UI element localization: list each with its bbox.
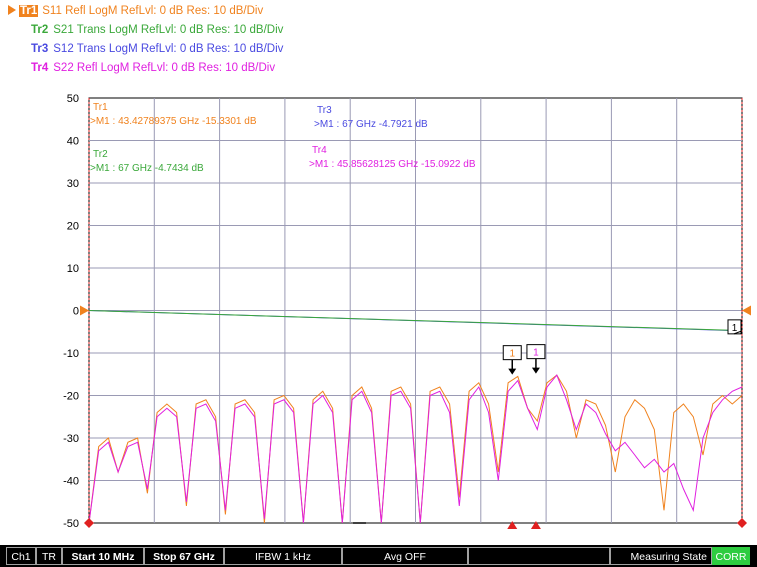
measuring-state: Measuring State [610,547,712,565]
status-bar: Ch1 TR Start 10 MHz Stop 67 GHz IFBW 1 k… [0,545,757,567]
marker-arrow-icon [531,367,540,374]
trace-line-tr4 [88,374,743,524]
start-marker-icon [84,518,94,528]
trace-id: Tr4 [31,62,49,74]
averaging-setting[interactable]: Avg OFF [342,547,468,565]
y-tick-label: 50 [67,93,79,105]
stop-frequency[interactable]: Stop 67 GHz [144,547,224,565]
marker-readout-value: >M1 : 45.85628125 GHz -15.0922 dB [309,159,476,170]
marker-flag-label: 1 [533,348,539,359]
trace-legend: Tr1 S11 Refl LogM RefLvl: 0 dB Res: 10 dB… [0,0,757,88]
trace-description: S11 Refl LogM RefLvl: 0 dB Res: 10 dB/Di… [42,5,264,17]
trace-description: S12 Trans LogM RefLvl: 0 dB Res: 10 dB/D… [53,43,284,55]
trace-legend-item-tr2[interactable]: Tr2 S21 Trans LogM RefLvl: 0 dB Res: 10 d… [8,22,283,39]
reference-level-right-icon [742,305,751,316]
status-blank-field [468,547,610,565]
marker-arrow-icon [508,368,517,375]
marker-position-icon [530,521,541,529]
channel-indicator[interactable]: Ch1 [6,547,36,565]
chart[interactable]: 50 40 30 20 10 0 -10 -20 -30 -40 -50 1 1 1 Tr1 >M1 : 43… [0,0,757,545]
marker-flag-leader [733,330,743,335]
marker-flag-label: 1 [509,349,515,360]
trace-id: Tr1 [19,5,39,17]
trace-legend-item-tr1[interactable]: Tr1 S11 Refl LogM RefLvl: 0 dB Res: 10 dB… [8,3,263,20]
marker-readout-value: >M1 : 67 GHz -4.7434 dB [90,163,204,174]
trace-legend-item-tr3[interactable]: Tr3 S12 Trans LogM RefLvl: 0 dB Res: 10 d… [8,41,283,58]
trace-line-tr2 [88,310,743,332]
y-tick-label: 40 [67,136,79,148]
reference-level-left-icon [80,305,89,316]
y-tick-label: -50 [63,518,79,530]
y-tick-label: -20 [63,391,79,403]
marker-readout-title: Tr2 [93,149,108,160]
marker-readout-title: Tr4 [312,145,327,156]
ifbw-setting[interactable]: IFBW 1 kHz [224,547,342,565]
y-tick-label: -40 [63,476,79,488]
correction-indicator[interactable]: CORR [712,547,750,565]
marker-readout-title: Tr1 [93,102,108,113]
y-tick-label: 0 [73,306,79,318]
trace-toggle[interactable]: TR [36,547,62,565]
y-tick-label: -30 [63,433,79,445]
trace-legend-item-tr4[interactable]: Tr4 S22 Refl LogM RefLvl: 0 dB Res: 10 dB… [8,60,275,77]
marker-readout-title: Tr3 [317,105,332,116]
y-tick-label: 30 [67,178,79,190]
start-frequency[interactable]: Start 10 MHz [62,547,144,565]
stop-marker-icon [737,518,747,528]
trace-description: S22 Refl LogM RefLvl: 0 dB Res: 10 dB/Di… [53,62,276,74]
y-tick-label: 10 [67,263,79,275]
marker-readout-value: >M1 : 43.42789375 GHz -15.3301 dB [90,116,257,127]
marker-flag-label: 1 [732,323,738,334]
trace-description: S21 Trans LogM RefLvl: 0 dB Res: 10 dB/D… [53,24,284,36]
y-tick-label: 20 [67,221,79,233]
trace-id: Tr2 [31,24,49,36]
y-tick-label: -10 [63,348,79,360]
active-trace-arrow-icon [8,5,16,15]
marker-position-icon [507,521,518,529]
trace-id: Tr3 [31,43,49,55]
marker-readout-value: >M1 : 67 GHz -4.7921 dB [314,119,428,130]
